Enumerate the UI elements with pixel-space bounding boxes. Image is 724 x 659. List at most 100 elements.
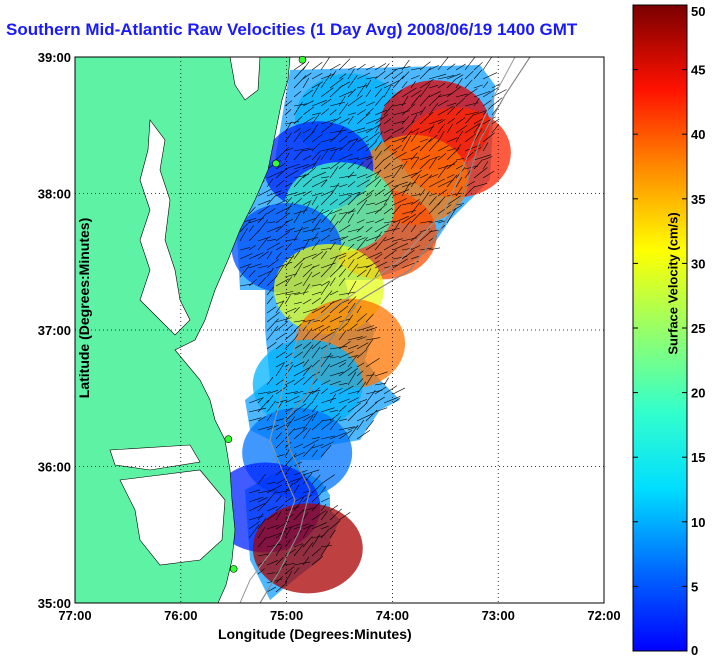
velocity-vector [275, 432, 282, 440]
velocity-vector [329, 63, 341, 71]
velocity-vector [338, 212, 348, 224]
velocity-vector [392, 164, 402, 170]
velocity-vector [446, 102, 457, 107]
velocity-vector [419, 137, 432, 152]
velocity-vector [401, 95, 409, 107]
velocity-vector [446, 63, 456, 71]
velocity-vector [365, 141, 377, 152]
velocity-vector [275, 261, 293, 269]
velocity-vector [293, 101, 303, 116]
velocity-vector [248, 245, 256, 251]
velocity-vector [482, 81, 489, 89]
velocity-vector [473, 84, 483, 89]
velocity-vector [248, 496, 264, 503]
velocity-vector [311, 83, 321, 98]
velocity-vector [320, 119, 336, 125]
velocity-vector [473, 159, 483, 170]
velocity-vector [248, 524, 260, 539]
velocity-vector [347, 426, 359, 431]
velocity-vector [365, 260, 380, 269]
velocity-vector [329, 252, 347, 260]
velocity-vector [482, 161, 489, 170]
velocity-vector [284, 182, 293, 188]
velocity-vector [257, 513, 264, 521]
velocity-vector [338, 102, 349, 116]
velocity-vector [248, 225, 254, 233]
velocity-vector [284, 539, 291, 548]
velocity-vector [383, 207, 393, 215]
velocity-vector [248, 263, 262, 269]
velocity-vector [293, 149, 304, 161]
velocity-vector [473, 118, 483, 125]
velocity-vector [275, 278, 289, 287]
velocity-vector [419, 126, 434, 134]
velocity-vector [257, 205, 271, 215]
velocity-vector [302, 100, 314, 107]
velocity-vector [383, 63, 390, 71]
velocity-vector [356, 265, 372, 269]
velocity-vector [482, 99, 492, 107]
velocity-vector [329, 147, 342, 152]
colorbar-tick-label: 0 [691, 643, 698, 658]
velocity-vector [302, 439, 319, 449]
velocity-vector [455, 117, 466, 125]
velocity-vector [302, 265, 315, 278]
velocity-vector [410, 174, 421, 188]
velocity-vector [293, 426, 305, 431]
velocity-vector [383, 249, 397, 260]
velocity-vector [356, 362, 365, 368]
velocity-vector [329, 380, 341, 386]
velocity-vector [257, 501, 268, 512]
velocity-vector [320, 363, 331, 377]
velocity-vector [428, 102, 439, 116]
velocity-vector [365, 65, 375, 71]
velocity-vector [491, 83, 500, 89]
velocity-vector [266, 395, 274, 404]
velocity-vector [329, 198, 338, 206]
velocity-vector [284, 197, 293, 206]
velocity-vector [275, 361, 285, 368]
velocity-vector [293, 403, 307, 413]
velocity-vector [257, 251, 269, 260]
velocity-vector [275, 317, 292, 323]
velocity-vector [356, 179, 370, 188]
velocity-vector [338, 224, 351, 233]
velocity-vector [275, 545, 283, 557]
velocity-vector [374, 261, 388, 269]
x-tick-labels: 77:00 76:00 75:00 74:00 73:00 72:00 [58, 608, 620, 623]
velocity-vector [284, 362, 293, 368]
velocity-vector [320, 407, 335, 413]
velocity-vector [302, 237, 319, 242]
velocity-vector [257, 497, 268, 503]
velocity-vector [347, 191, 361, 206]
velocity-vector [347, 171, 355, 179]
velocity-vector [284, 121, 292, 134]
velocity-vector [401, 202, 414, 206]
velocity-vector [320, 444, 332, 458]
velocity-vector [347, 208, 356, 215]
velocity-vector [419, 159, 430, 170]
velocity-vector [383, 377, 389, 386]
velocity-vector [293, 376, 305, 386]
velocity-vector [248, 489, 261, 494]
velocity-vector [356, 128, 372, 134]
velocity-vector [266, 525, 279, 530]
velocity-vector [392, 110, 411, 116]
velocity-vector [383, 385, 398, 395]
colorbar-tick-label: 25 [691, 321, 705, 336]
velocity-vector [419, 138, 429, 143]
velocity-vector [347, 344, 359, 350]
velocity-vector [392, 387, 406, 395]
velocity-vector [410, 110, 423, 116]
velocity-vector [275, 530, 287, 539]
velocity-vector [320, 281, 330, 296]
velocity-vector [293, 250, 301, 260]
velocity-vector [365, 170, 382, 179]
y-tick-labels: 35:00 36:00 37:00 38:00 39:00 [38, 50, 71, 611]
velocity-vector [374, 269, 380, 278]
velocity-vector [338, 162, 347, 170]
velocity-vector [446, 147, 460, 161]
velocity-vector [437, 204, 452, 215]
velocity-vector [392, 258, 408, 269]
velocity-vector [293, 319, 306, 323]
